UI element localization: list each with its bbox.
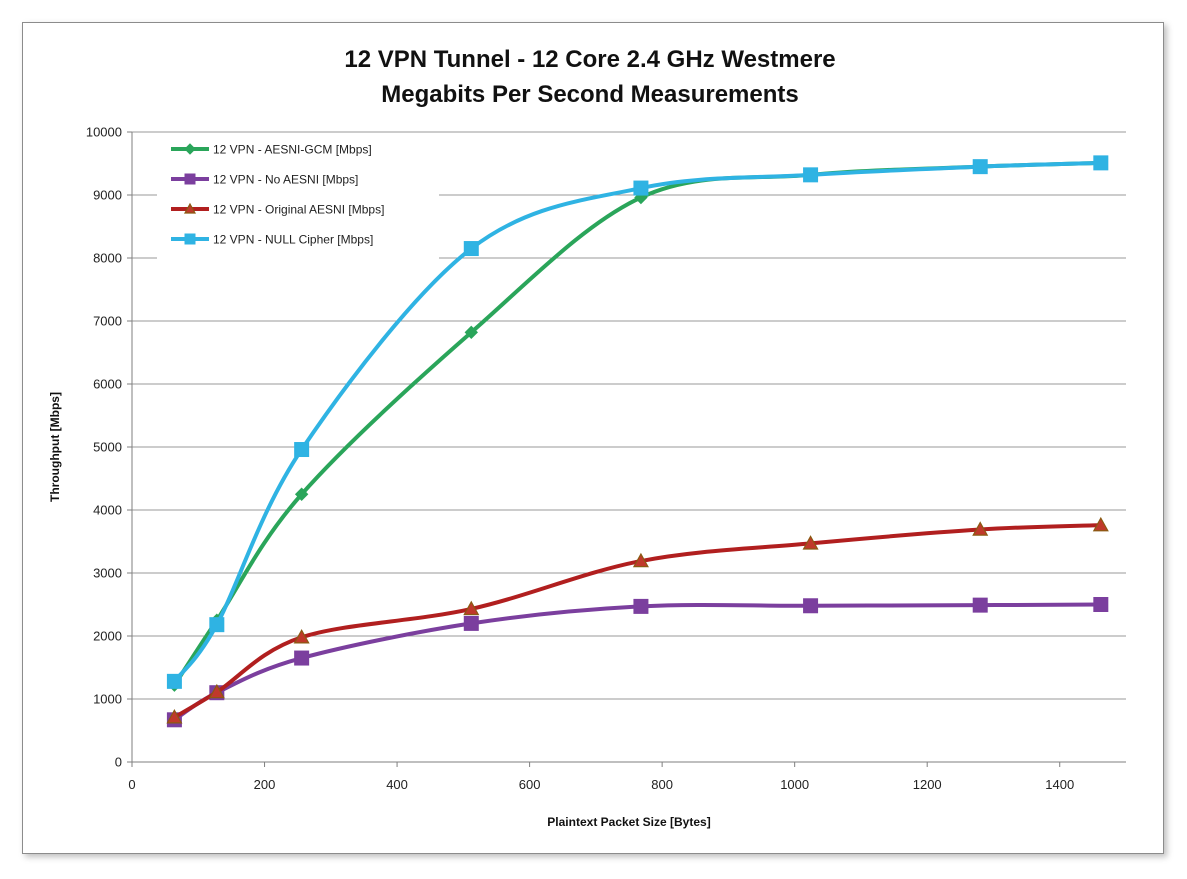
data-point <box>972 521 989 536</box>
legend-box <box>157 133 439 263</box>
x-tick-label: 400 <box>386 777 408 792</box>
x-tick-label: 1400 <box>1045 777 1074 792</box>
series-line <box>172 523 1103 720</box>
legend-marker <box>184 233 196 245</box>
data-point <box>803 598 819 614</box>
data-point <box>463 600 480 616</box>
data-point <box>802 535 819 550</box>
data-point <box>464 325 478 340</box>
data-point <box>1093 155 1109 171</box>
y-tick-label: 5000 <box>93 440 122 455</box>
chart-title: 12 VPN Tunnel - 12 Core 2.4 GHz Westmere… <box>344 46 835 108</box>
y-tick-label: 9000 <box>93 188 122 203</box>
data-point <box>803 167 819 183</box>
x-tick-label: 800 <box>651 777 673 792</box>
y-tick-label: 2000 <box>93 629 122 644</box>
data-point <box>463 615 479 631</box>
data-point <box>293 629 310 644</box>
y-tick-label: 1000 <box>93 692 122 707</box>
series-line <box>172 602 1103 722</box>
x-tick-label: 1200 <box>913 777 942 792</box>
data-point <box>463 241 479 257</box>
legend: 12 VPN - AESNI-GCM [Mbps] 12 VPN - No AES… <box>157 133 439 263</box>
data-point <box>294 487 309 501</box>
x-tick-label: 1000 <box>780 777 809 792</box>
x-tick-label: 0 <box>128 777 135 792</box>
y-tick-label: 10000 <box>86 125 122 140</box>
data-point <box>166 709 183 724</box>
series-line <box>172 160 1103 684</box>
x-tick-label: 200 <box>254 777 276 792</box>
legend-label: 12 VPN - Original AESNI [Mbps] <box>213 203 384 217</box>
axes: 0100020003000400050006000700080009000100… <box>86 125 1126 792</box>
data-point <box>209 617 225 633</box>
data-point <box>633 598 649 614</box>
y-tick-label: 3000 <box>93 566 122 581</box>
chart-frame: 12 VPN Tunnel - 12 Core 2.4 GHz Westmere… <box>22 22 1164 854</box>
y-tick-label: 8000 <box>93 251 122 266</box>
data-point <box>166 673 182 689</box>
gridlines <box>132 131 1126 700</box>
x-tick-label: 600 <box>519 777 541 792</box>
data-point <box>633 180 649 196</box>
series-lines <box>166 155 1109 728</box>
legend-marker <box>184 173 196 185</box>
y-tick-label: 7000 <box>93 314 122 329</box>
y-tick-label: 0 <box>115 755 122 770</box>
chart-title-line: Megabits Per Second Measurements <box>381 81 798 108</box>
legend-marker <box>184 143 196 155</box>
data-point <box>1093 597 1109 612</box>
y-tick-label: 6000 <box>93 377 122 392</box>
data-point <box>972 597 988 613</box>
chart-title-line: 12 VPN Tunnel - 12 Core 2.4 GHz Westmere <box>344 46 835 73</box>
data-point <box>1092 516 1109 532</box>
x-axis-title: Plaintext Packet Size [Bytes] <box>547 815 710 829</box>
y-tick-label: 4000 <box>93 503 122 518</box>
data-point <box>294 650 310 666</box>
chart-svg: 12 VPN Tunnel - 12 Core 2.4 GHz Westmere… <box>48 46 1126 829</box>
legend-marker <box>183 202 197 214</box>
data-point <box>294 442 310 458</box>
data-point <box>972 159 988 175</box>
data-point <box>208 683 225 699</box>
data-point <box>632 552 649 568</box>
legend-label: 12 VPN - No AESNI [Mbps] <box>213 173 358 187</box>
legend-label: 12 VPN - NULL Cipher [Mbps] <box>213 233 373 247</box>
y-axis-title: Throughput [Mbps] <box>48 392 62 502</box>
legend-label: 12 VPN - AESNI-GCM [Mbps] <box>213 143 372 157</box>
